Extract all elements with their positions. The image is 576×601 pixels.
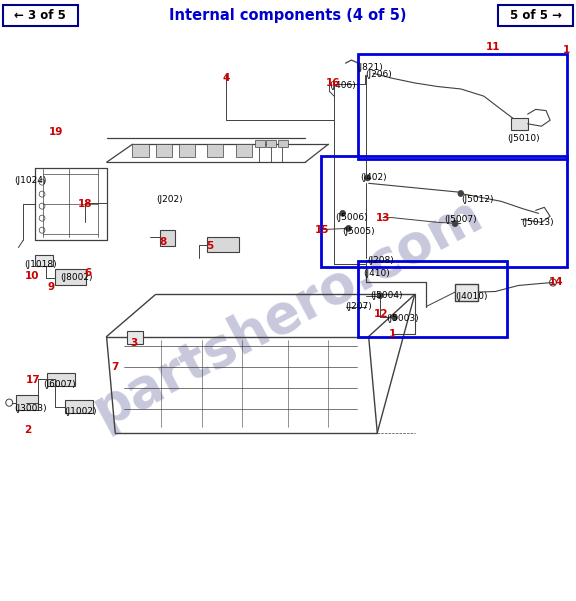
Circle shape	[452, 221, 458, 227]
Bar	[236, 144, 252, 157]
Circle shape	[340, 210, 346, 216]
Bar	[47, 373, 75, 386]
Bar	[207, 144, 223, 157]
Text: 8: 8	[160, 237, 166, 246]
Text: 9: 9	[47, 282, 54, 292]
Bar	[132, 144, 149, 157]
Text: (J1018): (J1018)	[24, 260, 57, 269]
Bar	[358, 54, 567, 159]
Text: (J5013): (J5013)	[521, 218, 554, 227]
Text: 3: 3	[131, 338, 138, 347]
Bar	[156, 144, 172, 157]
Bar	[179, 144, 195, 157]
Text: 14: 14	[549, 278, 564, 287]
Text: 5: 5	[206, 242, 213, 251]
Text: 13: 13	[376, 213, 391, 222]
Text: (J5010): (J5010)	[507, 134, 540, 142]
Circle shape	[392, 314, 397, 320]
Bar	[160, 230, 175, 246]
Text: 11: 11	[486, 43, 501, 52]
Text: (J202): (J202)	[157, 195, 183, 204]
Bar	[321, 156, 567, 267]
Circle shape	[365, 175, 370, 181]
Text: 2: 2	[24, 425, 31, 435]
Bar	[35, 255, 53, 266]
Text: (J1024): (J1024)	[14, 176, 46, 185]
Text: 5 of 5 →: 5 of 5 →	[510, 9, 562, 22]
Text: 7: 7	[112, 362, 119, 371]
Text: (J410): (J410)	[363, 269, 389, 278]
Text: (J402): (J402)	[360, 173, 386, 182]
Text: (J5007): (J5007)	[445, 215, 478, 224]
Text: (J8002): (J8002)	[60, 273, 93, 282]
Text: ← 3 of 5: ← 3 of 5	[14, 9, 66, 22]
Text: 18: 18	[78, 200, 93, 209]
Bar	[65, 400, 93, 413]
Text: (J821): (J821)	[356, 63, 382, 72]
Text: Internal components (4 of 5): Internal components (4 of 5)	[169, 8, 407, 23]
Text: (J3003): (J3003)	[14, 404, 47, 413]
Bar	[278, 140, 288, 147]
Text: 19: 19	[49, 127, 63, 137]
Bar	[455, 284, 478, 300]
Bar	[207, 237, 239, 252]
Text: (J206): (J206)	[365, 70, 392, 79]
Circle shape	[346, 225, 351, 231]
Bar	[255, 140, 265, 147]
Circle shape	[458, 191, 464, 197]
Text: 12: 12	[374, 309, 389, 319]
Bar	[55, 269, 86, 285]
Bar	[3, 5, 78, 26]
Text: (J207): (J207)	[346, 302, 372, 311]
Text: 17: 17	[25, 375, 40, 385]
Text: 16: 16	[325, 78, 340, 88]
Text: 4: 4	[223, 73, 230, 83]
Bar	[511, 118, 528, 130]
Text: (J5003): (J5003)	[386, 314, 419, 323]
Text: partshero.com: partshero.com	[85, 188, 491, 438]
Text: (J5006): (J5006)	[335, 213, 368, 222]
Text: (J208): (J208)	[367, 257, 393, 265]
Text: (J1002): (J1002)	[65, 407, 97, 416]
Text: 6: 6	[84, 269, 91, 278]
Bar	[358, 261, 507, 337]
Text: (J6007): (J6007)	[43, 380, 76, 389]
Text: 10: 10	[24, 272, 39, 281]
Text: (J5005): (J5005)	[342, 228, 375, 236]
Text: 1: 1	[563, 46, 570, 55]
Text: 1: 1	[389, 329, 396, 338]
Bar	[16, 395, 38, 410]
Bar	[266, 140, 276, 147]
Text: (J5012): (J5012)	[461, 195, 493, 204]
Text: 15: 15	[314, 225, 329, 234]
Bar	[498, 5, 573, 26]
Text: (J406): (J406)	[329, 81, 356, 90]
Text: (J4010): (J4010)	[455, 292, 487, 300]
Circle shape	[377, 293, 383, 299]
Text: (J5004): (J5004)	[370, 291, 403, 300]
Bar	[127, 331, 143, 344]
